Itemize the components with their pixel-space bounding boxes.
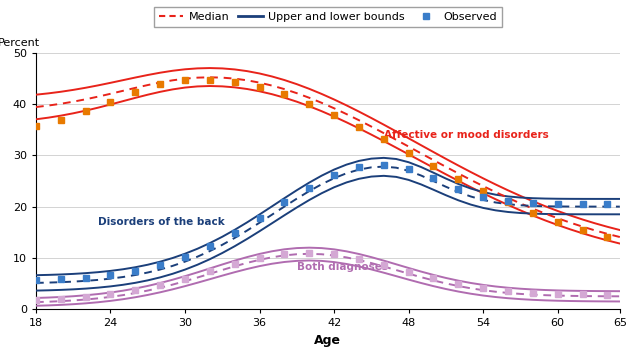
Text: Percent: Percent: [0, 38, 40, 47]
X-axis label: Age: Age: [314, 334, 341, 347]
Text: Disorders of the back: Disorders of the back: [98, 217, 225, 227]
Text: Affective or mood disorders: Affective or mood disorders: [384, 130, 548, 140]
Legend: Median, Upper and lower bounds, Observed: Median, Upper and lower bounds, Observed: [154, 7, 502, 27]
Text: Both diagnoses: Both diagnoses: [297, 262, 388, 272]
